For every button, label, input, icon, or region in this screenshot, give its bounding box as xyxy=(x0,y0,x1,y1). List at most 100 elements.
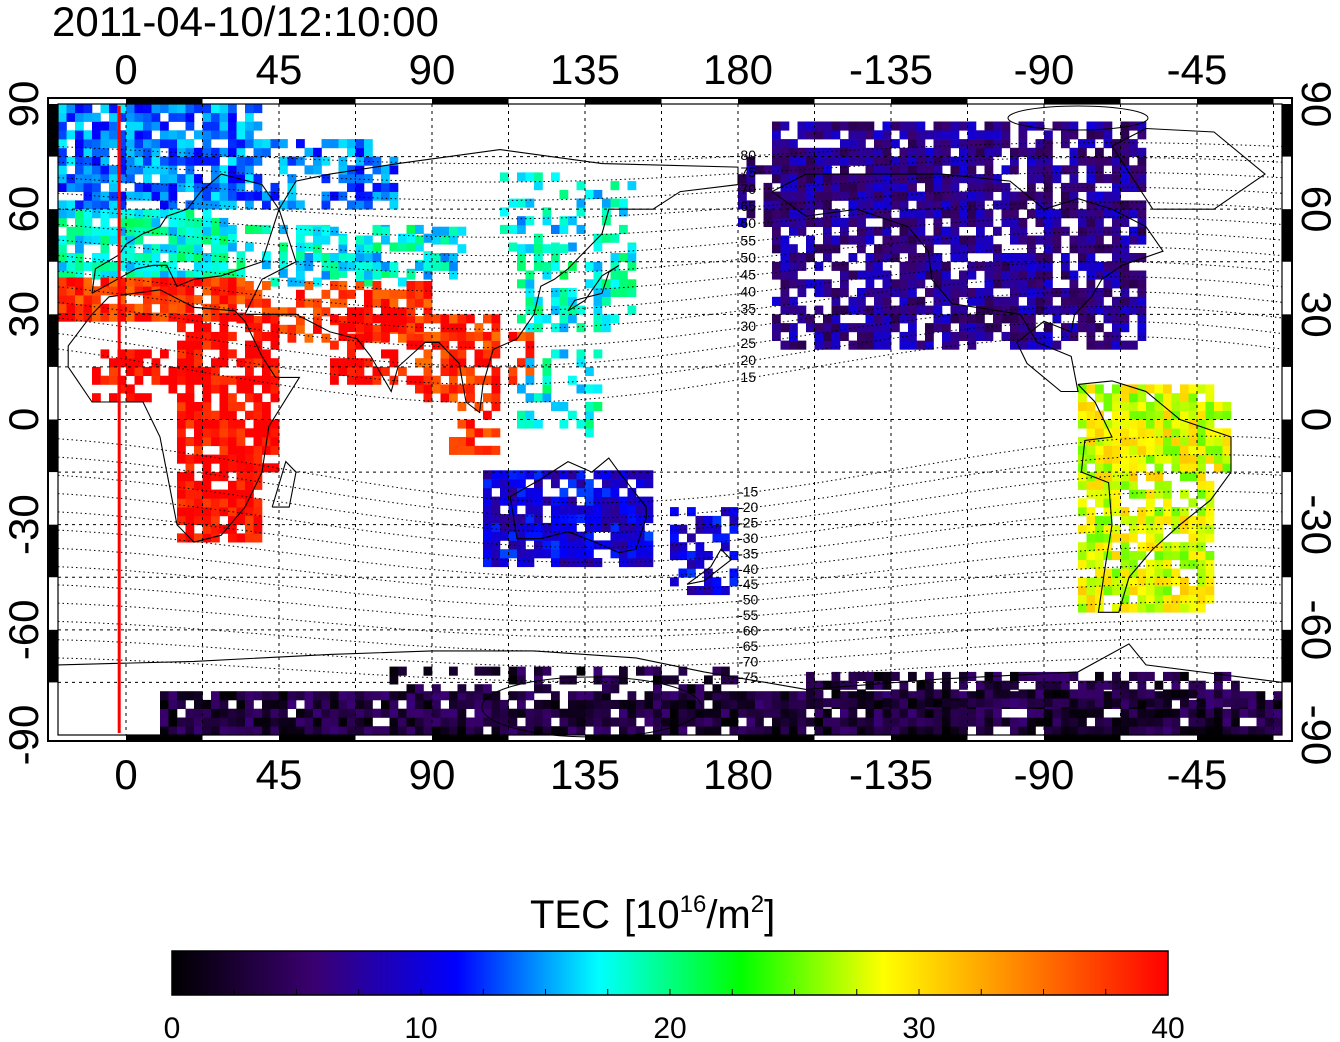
tec-cell xyxy=(109,191,118,201)
tec-cell xyxy=(644,666,654,676)
tec-cell xyxy=(959,314,968,324)
tec-cell xyxy=(185,209,195,219)
tec-cell xyxy=(253,358,263,368)
tec-cell xyxy=(721,533,730,543)
tec-cell xyxy=(423,298,433,308)
tec-cell xyxy=(899,121,909,131)
tec-cell xyxy=(347,147,356,157)
tec-cell xyxy=(874,314,883,324)
tec-cell xyxy=(1035,209,1045,219)
tec-cell xyxy=(1112,217,1121,227)
tec-cell xyxy=(1052,708,1062,718)
tec-cell xyxy=(1154,384,1164,394)
tec-cell xyxy=(75,261,84,271)
tec-cell xyxy=(967,717,977,727)
tec-cell xyxy=(432,717,441,727)
tec-cell xyxy=(1273,691,1283,701)
tec-cell xyxy=(636,514,645,524)
tec-cell xyxy=(168,200,178,210)
tec-cell xyxy=(1154,524,1164,534)
tec-cell xyxy=(576,419,586,429)
tec-cell xyxy=(1001,165,1011,175)
tec-cell xyxy=(806,698,815,708)
tec-cell xyxy=(1061,121,1070,131)
tec-cell xyxy=(423,270,433,280)
tec-cell xyxy=(1171,437,1181,447)
tec-cell xyxy=(610,181,620,191)
tec-cell xyxy=(1146,384,1155,394)
tec-cell xyxy=(177,358,186,368)
tec-cell xyxy=(993,708,1002,718)
tec-cell xyxy=(219,437,229,447)
tec-cell xyxy=(551,305,560,315)
tec-cell xyxy=(916,680,926,690)
tec-cell xyxy=(1001,182,1011,192)
tec-cell xyxy=(1035,200,1045,210)
tec-cell xyxy=(916,191,926,201)
tec-cell xyxy=(109,286,118,296)
tec-cell xyxy=(746,200,756,210)
tec-cell xyxy=(1103,261,1113,271)
tec-cell xyxy=(542,216,552,226)
tec-cell xyxy=(882,726,892,736)
tec-cell xyxy=(908,121,917,131)
tec-cell xyxy=(891,235,900,245)
tec-cell xyxy=(619,496,628,506)
tec-cell xyxy=(772,261,781,271)
tec-cell xyxy=(202,489,212,499)
tec-cell xyxy=(253,121,263,131)
tec-cell xyxy=(177,349,186,359)
tec-cell xyxy=(576,726,586,736)
tec-cell xyxy=(151,121,161,131)
tec-cell xyxy=(542,496,552,506)
maglat-label: 35 xyxy=(740,301,756,317)
tec-cell xyxy=(789,244,798,254)
tec-cell xyxy=(457,384,467,394)
tec-cell xyxy=(381,298,390,308)
tec-cell xyxy=(610,288,620,298)
tec-cell xyxy=(619,558,628,568)
tec-cell xyxy=(848,305,858,315)
tec-cell xyxy=(1112,165,1121,175)
colorbar-tick-label: 40 xyxy=(1151,1012,1184,1042)
tec-cell xyxy=(636,470,645,480)
tec-cell xyxy=(857,209,866,219)
tec-cell xyxy=(270,331,280,341)
tec-cell xyxy=(92,303,101,313)
tec-cell xyxy=(296,708,305,718)
tec-cell xyxy=(993,689,1002,699)
tec-cell xyxy=(228,165,237,175)
tec-cell xyxy=(219,691,229,701)
tec-cell xyxy=(712,708,722,718)
tec-cell xyxy=(899,698,909,708)
tec-cell xyxy=(517,487,526,497)
tec-cell xyxy=(1197,384,1206,394)
tec-cell xyxy=(908,253,917,263)
tec-cell xyxy=(126,235,135,245)
tec-cell xyxy=(202,480,212,490)
tec-cell xyxy=(1146,577,1155,587)
tec-cell xyxy=(1120,314,1130,324)
tec-cell xyxy=(993,323,1002,333)
tec-cell xyxy=(1214,726,1223,736)
tec-cell xyxy=(534,531,543,541)
tec-cell xyxy=(83,130,93,140)
tec-cell xyxy=(882,191,892,201)
tec-cell xyxy=(797,699,807,709)
tec-cell xyxy=(160,139,169,149)
tec-cell xyxy=(185,358,195,368)
tec-cell xyxy=(517,172,526,182)
tec-cell xyxy=(1137,507,1147,517)
tec-cell xyxy=(100,165,110,175)
tec-cell xyxy=(1052,726,1062,736)
tec-cell xyxy=(75,121,84,131)
tec-cell xyxy=(270,375,280,385)
tec-cell xyxy=(228,191,237,201)
tec-cell xyxy=(568,675,577,685)
tec-cell xyxy=(967,209,977,219)
tec-cell xyxy=(500,496,509,506)
tec-cell xyxy=(1095,226,1104,236)
tec-cell xyxy=(1027,708,1036,718)
tec-cell xyxy=(797,130,807,140)
tec-cell xyxy=(372,182,382,192)
